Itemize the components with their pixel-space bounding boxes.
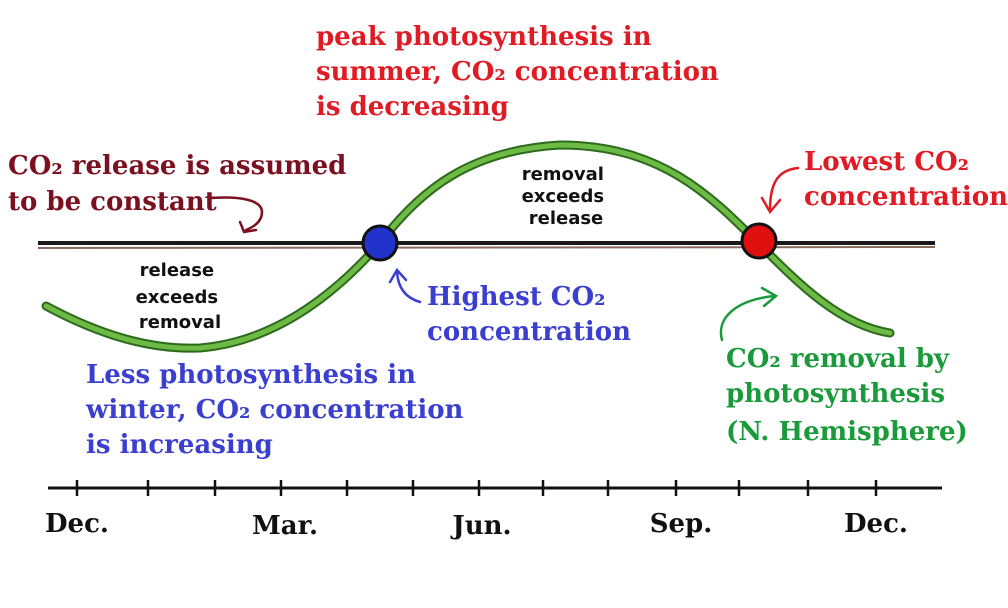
- peak-line-3: is decreasing: [316, 92, 509, 122]
- highest-line-1: Highest CO₂: [427, 282, 606, 312]
- removal-by-line-3: (N. Hemisphere): [726, 417, 968, 447]
- lowest-line-2: concentration: [804, 182, 1008, 212]
- less-line-2: winter, CO₂ concentration: [85, 395, 464, 425]
- removal-exceeds-line-3: release: [529, 208, 604, 229]
- less-line-1: Less photosynthesis in: [86, 360, 416, 390]
- less-line-3: is increasing: [86, 430, 273, 460]
- month-jun: Jun.: [450, 511, 511, 541]
- month-mar: Mar.: [252, 511, 318, 541]
- month-dec-start: Dec.: [45, 509, 109, 539]
- highest-co2-label: Highest CO₂ concentration: [427, 282, 631, 347]
- arrow-lowest: [760, 166, 800, 215]
- lowest-co2-marker: [740, 222, 778, 260]
- removal-by-line-2: photosynthesis: [726, 379, 945, 409]
- release-exceeds-line-3: removal: [139, 312, 221, 333]
- arrow-release-constant: [210, 196, 264, 234]
- axis-ticks: [75, 480, 878, 496]
- peak-line-1: peak photosynthesis in: [316, 22, 652, 52]
- removal-exceeds-line-1: removal: [522, 164, 604, 185]
- release-exceeds-line-2: exceeds: [136, 287, 219, 308]
- lowest-co2-label: Lowest CO₂ concentration: [804, 147, 1008, 212]
- peak-line-2: summer, CO₂ concentration: [316, 57, 719, 87]
- release-constant-label: CO₂ release is assumed to be constant: [8, 151, 355, 217]
- arrow-removal: [719, 286, 779, 342]
- less-photosynthesis-label: Less photosynthesis in winter, CO₂ conce…: [85, 360, 473, 460]
- removal-exceeds-line-2: exceeds: [522, 186, 605, 207]
- release-exceeds-label: release exceeds removal: [136, 260, 225, 333]
- arrow-highest: [388, 267, 422, 304]
- highest-co2-marker: [361, 224, 399, 262]
- release-line-2: to be constant: [8, 187, 217, 217]
- highest-line-2: concentration: [427, 317, 631, 347]
- peak-photosynthesis-label: peak photosynthesis in summer, CO₂ conce…: [316, 22, 728, 122]
- removal-by-line-1: CO₂ removal by: [726, 344, 950, 374]
- month-dec-end: Dec.: [844, 509, 908, 539]
- lowest-line-1: Lowest CO₂: [804, 147, 969, 177]
- release-line-1: CO₂ release is assumed: [8, 151, 346, 181]
- constant-release-line: [37, 241, 936, 249]
- removal-by-photosynthesis-label: CO₂ removal by photosynthesis (N. Hemisp…: [726, 344, 968, 447]
- release-exceeds-line-1: release: [140, 260, 215, 281]
- removal-exceeds-label: removal exceeds release: [522, 164, 611, 229]
- month-sep: Sep.: [650, 509, 713, 539]
- time-axis: Dec. Mar. Jun. Sep. Dec.: [45, 480, 942, 541]
